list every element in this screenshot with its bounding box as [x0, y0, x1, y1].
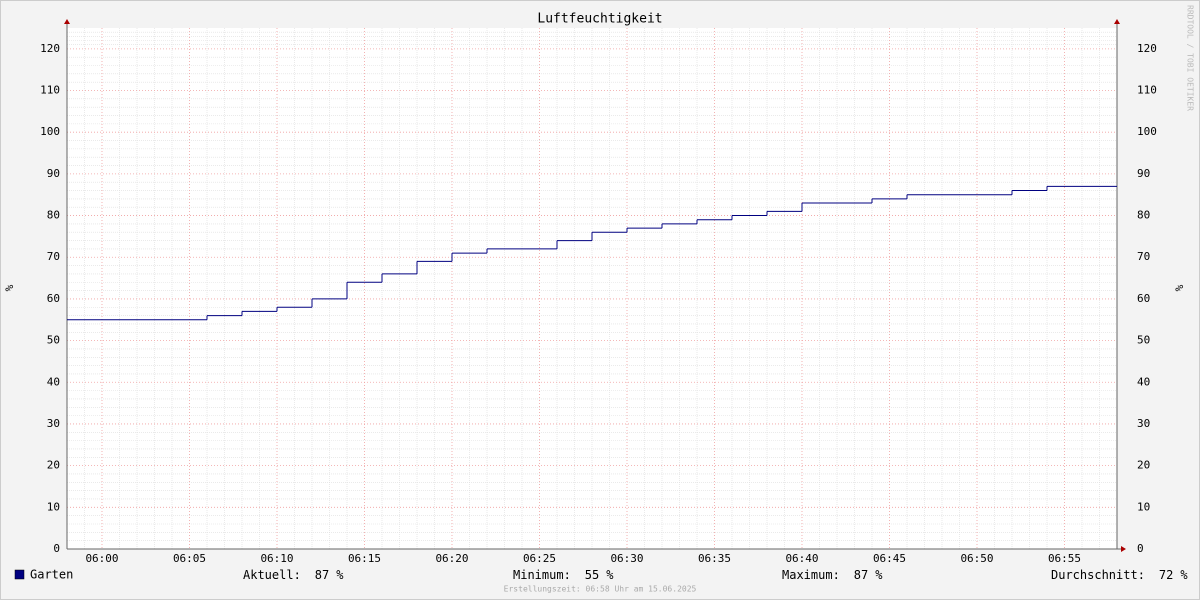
stat-label: Durchschnitt: [1051, 568, 1145, 582]
stat: Minimum: 55% [513, 568, 614, 582]
stat-unit: % [606, 568, 614, 582]
x-tick-label: 06:15 [348, 552, 381, 565]
x-tick-label: 06:45 [873, 552, 906, 565]
y2-tick-label: 10 [1137, 500, 1150, 513]
x-tick-label: 06:35 [698, 552, 731, 565]
y-tick-label: 120 [40, 42, 60, 55]
y-tick-label: 110 [40, 84, 60, 97]
x-tick-label: 06:00 [85, 552, 118, 565]
y-tick-label: 80 [47, 209, 60, 222]
y-tick-label: 40 [47, 375, 60, 388]
stat: Durchschnitt: 72% [1051, 568, 1188, 582]
y2-tick-label: 90 [1137, 167, 1150, 180]
legend-swatch [14, 569, 25, 580]
stat-unit: % [1180, 568, 1188, 582]
y-tick-label: 10 [47, 500, 60, 513]
x-tick-label: 06:25 [523, 552, 556, 565]
axis-arrow [1114, 19, 1120, 24]
y2-tick-label: 40 [1137, 375, 1150, 388]
stat-value: 72 [1159, 568, 1173, 582]
x-tick-label: 06:40 [785, 552, 818, 565]
y2-tick-label: 100 [1137, 125, 1157, 138]
y-tick-label: 30 [47, 417, 60, 430]
y2-tick-label: 30 [1137, 417, 1150, 430]
axis-arrow [64, 19, 70, 24]
stat-value: 87 [315, 568, 329, 582]
y2-tick-label: 60 [1137, 292, 1150, 305]
watermark: RRDTOOL / TOBI OETIKER [1186, 5, 1195, 111]
y-tick-label: 100 [40, 125, 60, 138]
axis-arrow [1121, 546, 1126, 552]
stat-unit: % [875, 568, 883, 582]
y2-axis-label: % [1173, 284, 1186, 291]
x-tick-label: 06:55 [1048, 552, 1081, 565]
x-tick-label: 06:05 [173, 552, 206, 565]
x-tick-label: 06:30 [610, 552, 643, 565]
x-tick-label: 06:20 [435, 552, 468, 565]
x-tick-label: 06:50 [960, 552, 993, 565]
stat-unit: % [336, 568, 344, 582]
y2-tick-label: 70 [1137, 250, 1150, 263]
x-tick-label: 06:10 [260, 552, 293, 565]
y-axis-label: % [3, 284, 16, 291]
y2-tick-label: 0 [1137, 542, 1144, 555]
footer: Erstellungszeit: 06:58 Uhr am 15.06.2025 [504, 585, 697, 594]
y2-tick-label: 50 [1137, 334, 1150, 347]
y2-tick-label: 110 [1137, 84, 1157, 97]
stat-label: Aktuell: [243, 568, 301, 582]
stat: Aktuell: 87% [243, 568, 344, 582]
y2-tick-label: 120 [1137, 42, 1157, 55]
y-tick-label: 0 [53, 542, 60, 555]
stat-label: Maximum: [782, 568, 840, 582]
legend-label: Garten [30, 568, 73, 582]
y2-tick-label: 20 [1137, 459, 1150, 472]
stat-value: 55 [585, 568, 599, 582]
stat-value: 87 [854, 568, 868, 582]
y2-tick-label: 80 [1137, 209, 1150, 222]
y-tick-label: 90 [47, 167, 60, 180]
stat: Maximum: 87% [782, 568, 883, 582]
y-tick-label: 50 [47, 334, 60, 347]
chart-title: Luftfeuchtigkeit [537, 12, 662, 27]
y-tick-label: 70 [47, 250, 60, 263]
stat-label: Minimum: [513, 568, 571, 582]
y-tick-label: 20 [47, 459, 60, 472]
y-tick-label: 60 [47, 292, 60, 305]
